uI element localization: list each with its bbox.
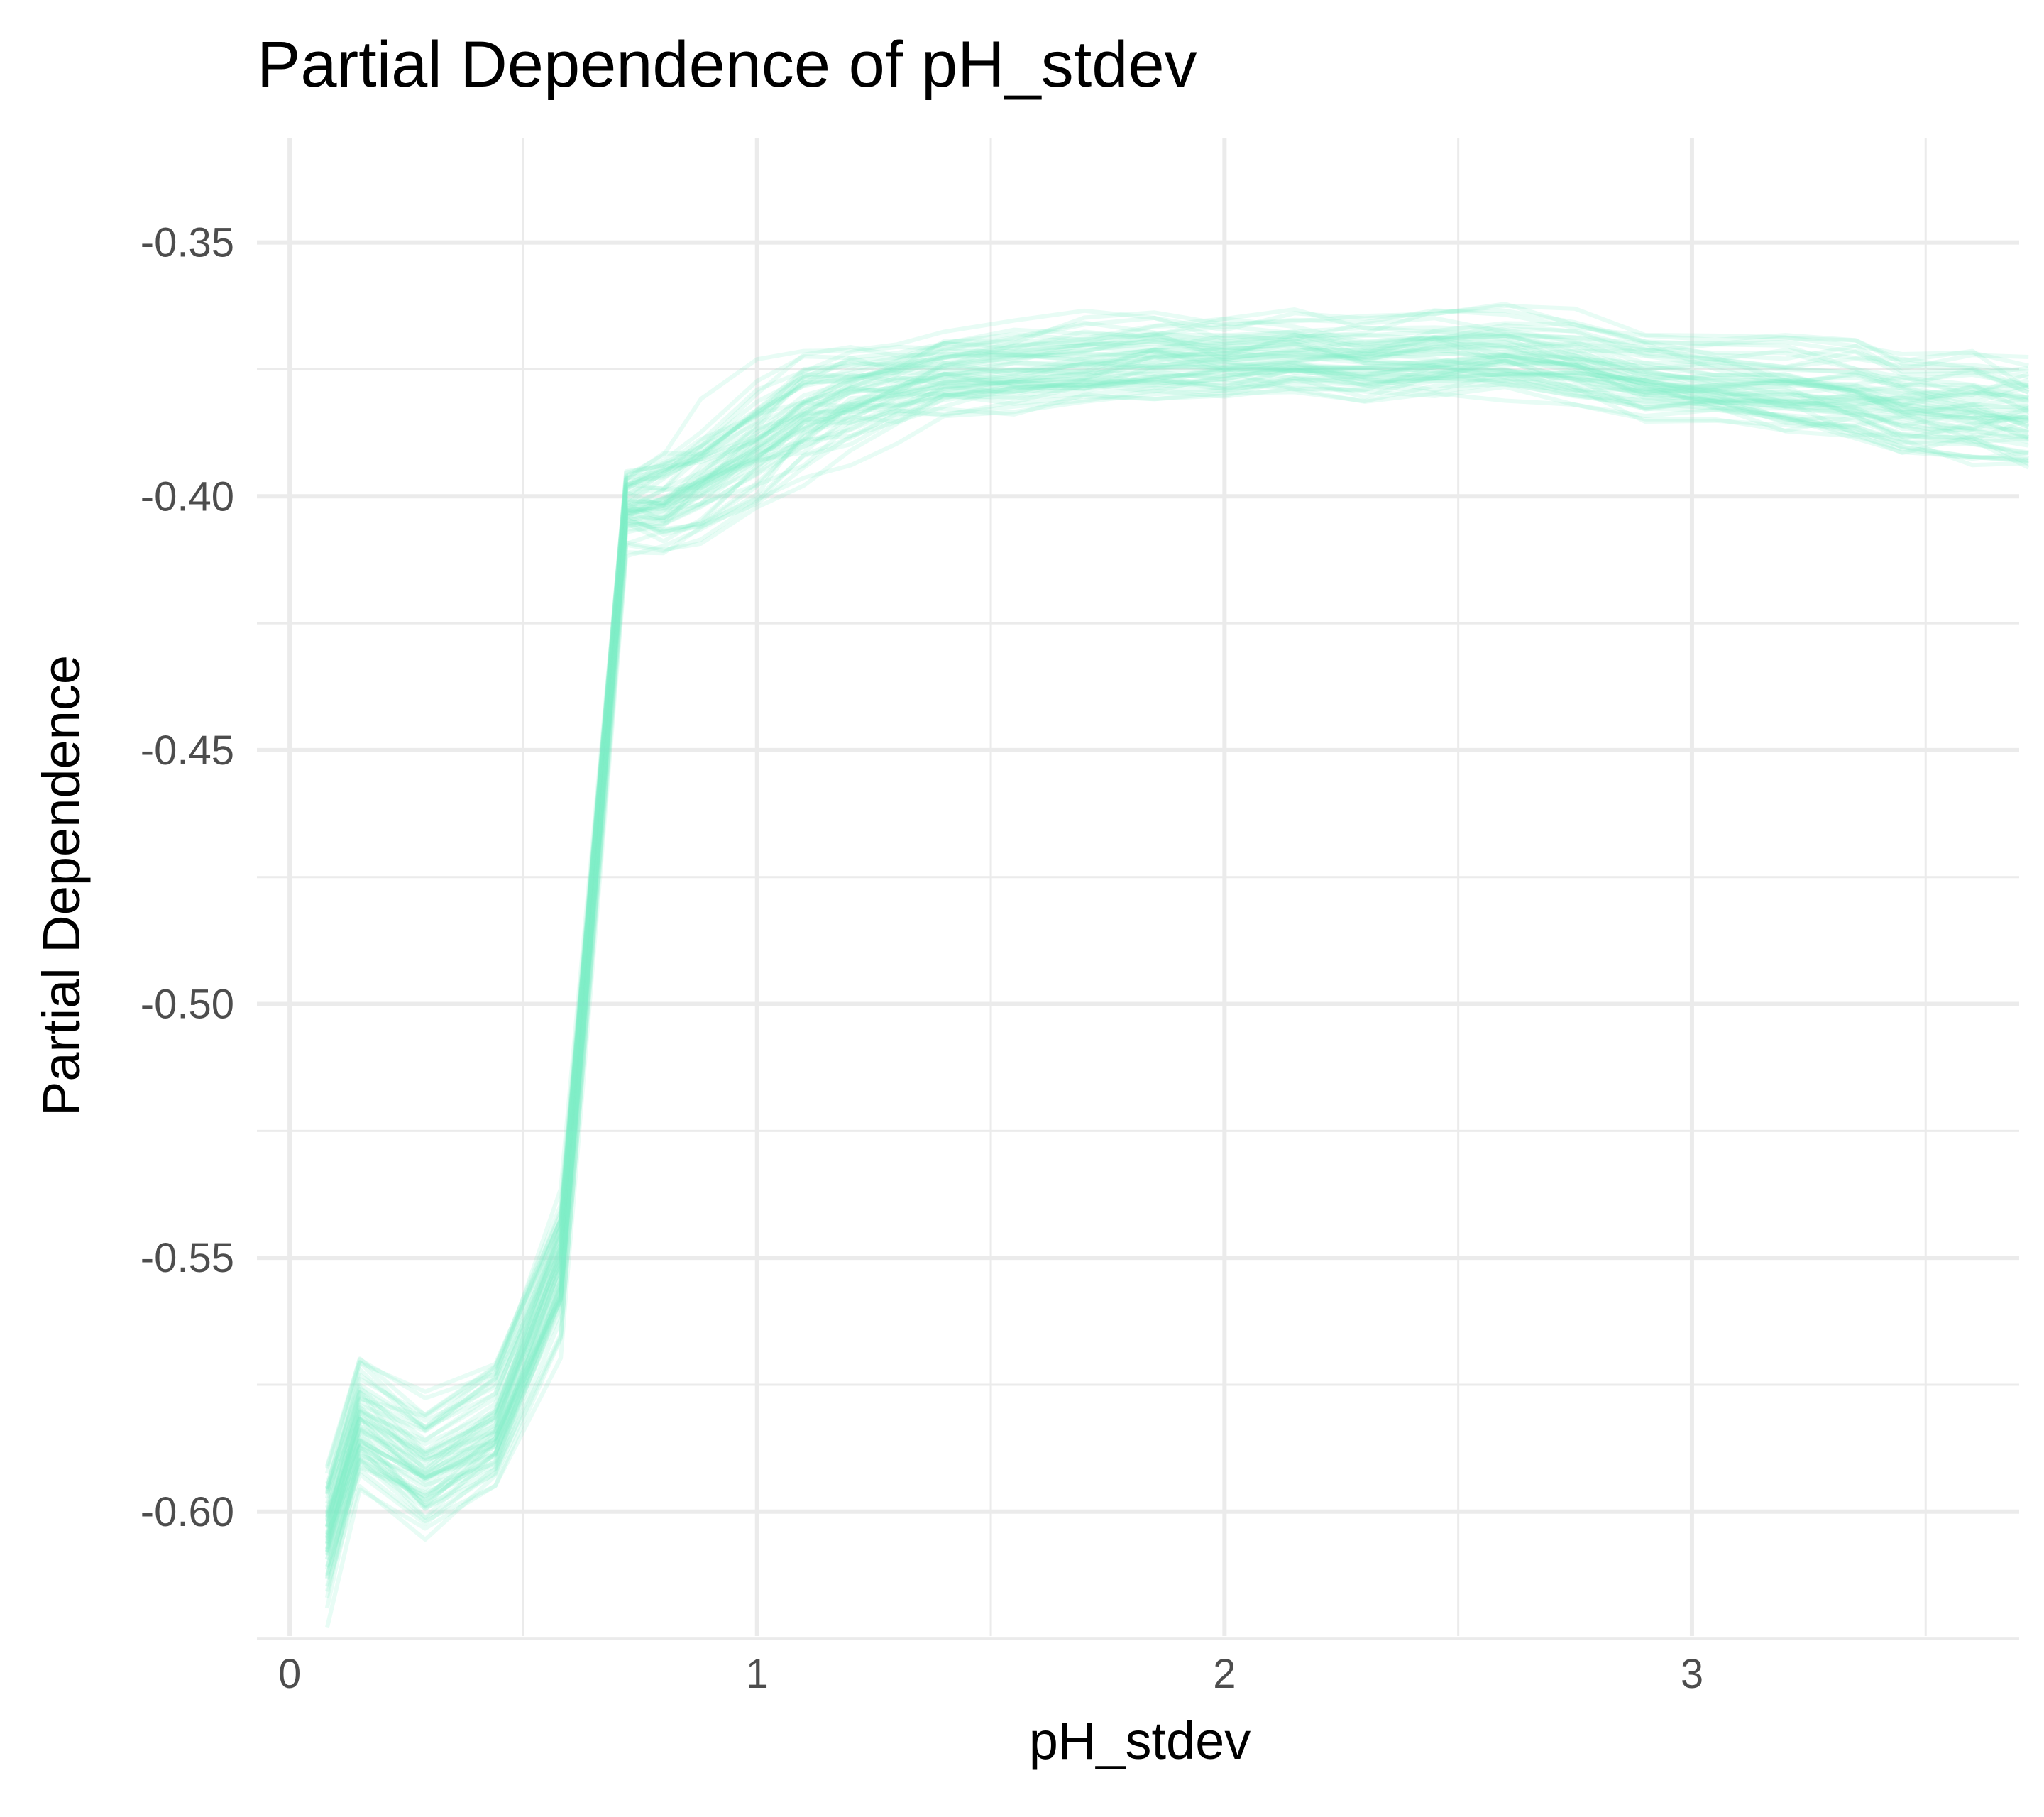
ice-line: [324, 367, 2029, 1570]
x-tick-label: 2: [1213, 1651, 1236, 1697]
ice-line: [324, 347, 2029, 1527]
ice-line: [324, 334, 2029, 1490]
ice-line: [324, 324, 2029, 1519]
ice-line: [324, 331, 2030, 1499]
ice-line: [324, 348, 2029, 1522]
x-tick-label: 3: [1681, 1651, 1703, 1697]
y-axis-label: Partial Dependence: [32, 655, 91, 1116]
ice-line: [324, 372, 2030, 1629]
ice-line: [324, 363, 2029, 1587]
ice-line: [324, 303, 2029, 1469]
grid: [257, 138, 2019, 1640]
ice-line: [324, 332, 2029, 1522]
ice-line: [324, 333, 2029, 1527]
ice-line: [324, 339, 2029, 1533]
x-tick-label: 0: [278, 1651, 301, 1697]
ice-line: [324, 364, 2029, 1579]
ice-line: [324, 339, 2029, 1542]
ice-line: [324, 326, 2029, 1495]
x-tick-label: 1: [746, 1651, 769, 1697]
ice-line: [324, 371, 2030, 1557]
ice-line: [324, 335, 2029, 1544]
tick-labels: 0 1 2 3 -0.60 -0.55 -0.50 -0.45 -0.40 -0.35: [141, 220, 1703, 1697]
y-tick-label: -0.40: [141, 473, 234, 520]
ice-line: [324, 351, 2029, 1520]
ice-line: [324, 353, 2029, 1544]
ice-line: [324, 331, 2030, 1490]
y-tick-label: -0.50: [141, 982, 234, 1028]
ice-line: [324, 357, 2029, 1577]
ice-line: [324, 355, 2030, 1569]
ice-line: [325, 307, 2029, 1494]
ice-line: [324, 382, 2030, 1593]
ice-line: [324, 379, 2029, 1560]
ice-line: [324, 347, 2029, 1568]
ice-line: [324, 368, 2030, 1546]
ice-line: [324, 363, 2030, 1518]
ice-line: [324, 320, 2030, 1467]
ice-line: [324, 351, 2029, 1538]
chart-title: Partial Dependence of pH_stdev: [257, 28, 1197, 101]
ice-line: [324, 370, 2029, 1580]
ice-line: [324, 335, 2029, 1576]
ice-line: [324, 353, 2029, 1529]
ice-line: [324, 378, 2029, 1609]
ice-line: [324, 308, 2030, 1515]
ice-line: [324, 321, 2029, 1492]
ice-line: [324, 361, 2030, 1561]
ice-line: [324, 368, 2029, 1552]
y-tick-label: -0.35: [141, 220, 234, 266]
ice-line: [324, 317, 2030, 1508]
ice-line: [324, 351, 2029, 1527]
ice-line: [324, 360, 2029, 1544]
ice-line: [324, 302, 2029, 1474]
ice-lines: [324, 302, 2030, 1629]
ice-line: [324, 332, 2029, 1539]
ice-line: [324, 329, 2030, 1485]
ice-line: [324, 329, 2029, 1556]
ice-line: [324, 363, 2029, 1598]
ice-line: [324, 344, 2030, 1513]
ice-line: [324, 336, 2029, 1550]
ice-line: [324, 373, 2030, 1530]
ice-line: [324, 350, 2030, 1539]
ice-line: [324, 353, 2029, 1550]
ice-line: [324, 358, 2030, 1517]
y-tick-label: -0.45: [141, 728, 234, 774]
ice-line: [324, 366, 2029, 1554]
ice-line: [324, 359, 2029, 1536]
ice-line: [325, 379, 2030, 1535]
ice-line: [324, 308, 2030, 1495]
y-tick-label: -0.60: [141, 1489, 234, 1535]
ice-line: [324, 350, 2029, 1553]
x-axis-label: pH_stdev: [1029, 1711, 1251, 1770]
ice-line: [324, 316, 2029, 1489]
y-tick-label: -0.55: [141, 1235, 234, 1281]
ice-line: [324, 325, 2029, 1505]
ice-line: [325, 329, 2029, 1514]
